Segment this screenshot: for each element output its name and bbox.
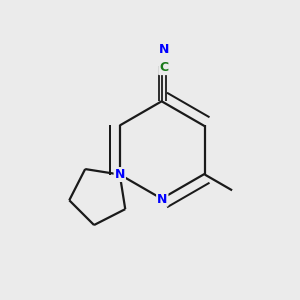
Text: C: C: [159, 61, 168, 74]
Text: N: N: [158, 43, 169, 56]
Text: N: N: [157, 193, 167, 206]
Text: N: N: [115, 168, 125, 181]
